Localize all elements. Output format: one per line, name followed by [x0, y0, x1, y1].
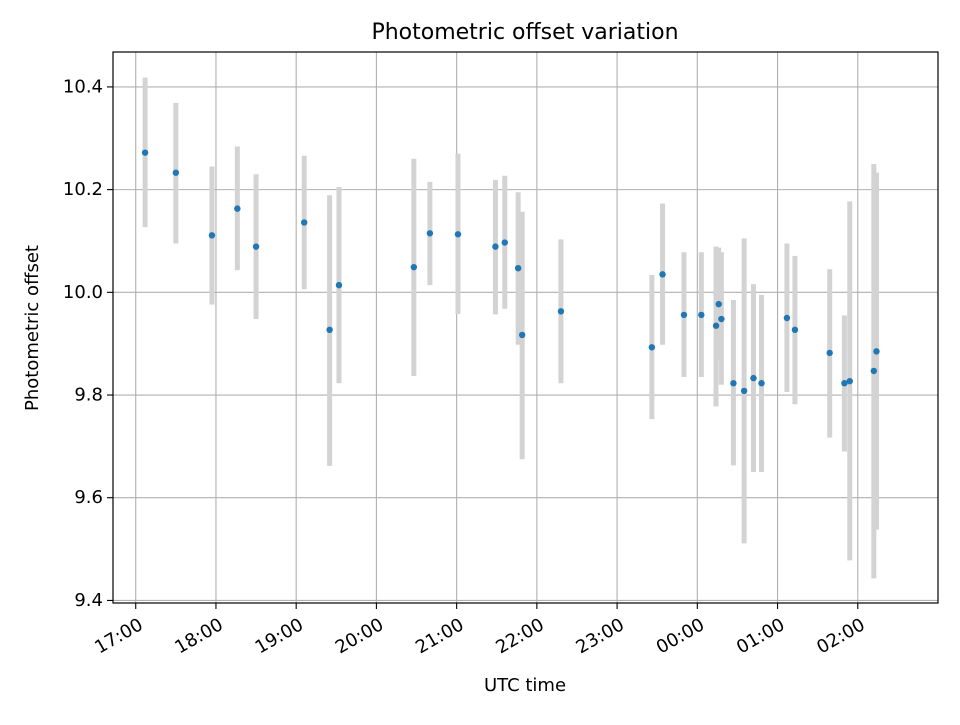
data-point: [841, 380, 848, 387]
grid: [113, 52, 938, 603]
data-point: [740, 387, 748, 395]
data-point: [326, 326, 333, 334]
x-axis-label: UTC time: [484, 675, 566, 696]
data-point: [870, 367, 878, 375]
data-point: [826, 349, 833, 357]
data-point: [680, 311, 688, 319]
data-point: [492, 243, 499, 250]
data-point: [715, 300, 722, 308]
data-point: [426, 230, 434, 237]
y-tick-label: 9.8: [74, 385, 103, 406]
y-tick-label: 9.6: [74, 487, 103, 508]
data-point: [301, 219, 308, 226]
y-tick-label: 10.4: [63, 76, 103, 97]
data-point: [758, 380, 765, 387]
data-point: [791, 326, 799, 334]
data-point: [557, 308, 565, 315]
data-point: [252, 243, 260, 250]
y-tick-label: 10.0: [63, 282, 103, 303]
data-point: [846, 377, 853, 385]
data-point: [454, 231, 462, 238]
chart-title: Photometric offset variation: [371, 20, 678, 45]
data-point: [172, 169, 180, 176]
data-point: [410, 263, 418, 271]
data-point: [698, 311, 705, 319]
y-axis-label: Photometric offset: [22, 245, 43, 411]
data-point: [234, 205, 241, 212]
data-point: [873, 348, 880, 355]
data-point: [335, 281, 343, 289]
data-point: [501, 239, 508, 246]
data-point: [141, 149, 149, 156]
y-axis-ticks: 9.4 9.6 9.8 10.0 10.2 10.4: [63, 76, 113, 611]
data-point: [514, 264, 522, 272]
y-tick-label: 9.4: [74, 590, 103, 611]
data-point: [730, 380, 737, 387]
data-point: [712, 322, 720, 329]
y-tick-label: 10.2: [63, 179, 103, 200]
data-point: [750, 374, 757, 382]
data-point: [208, 232, 216, 239]
data-points: [141, 149, 880, 395]
data-point: [518, 331, 526, 339]
data-point: [718, 315, 725, 323]
plot-frame: [112, 51, 939, 604]
plot-area: [113, 52, 938, 603]
data-point: [659, 271, 666, 278]
data-point: [648, 344, 656, 351]
data-point: [783, 314, 791, 322]
